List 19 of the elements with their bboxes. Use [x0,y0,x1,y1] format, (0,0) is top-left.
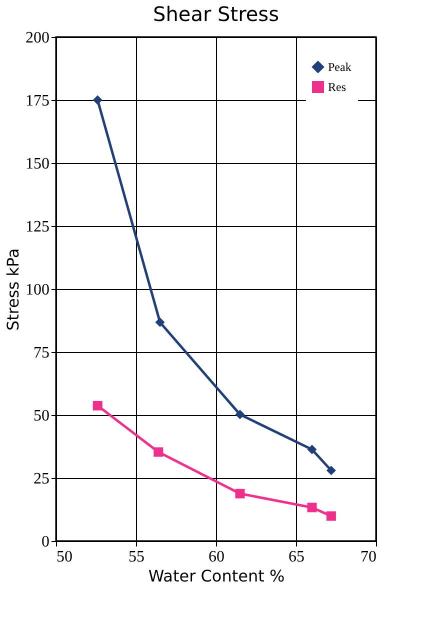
y-tick-label: 200 [26,30,50,46]
x-axis-title: Water Content % [148,566,285,586]
x-tick-label: 65 [288,548,304,566]
x-tick-label: 50 [56,548,72,566]
legend-label: Res [328,80,346,94]
y-tick-label: 175 [26,92,50,110]
y-tick-label: 125 [26,218,50,236]
legend-label: Peak [328,60,352,74]
y-tick-label: 150 [26,156,50,172]
y-tick-label: 0 [42,534,50,550]
y-tick-label: 25 [34,470,50,488]
x-tick-label: 55 [128,548,144,566]
y-tick-label: 100 [26,282,50,298]
x-tick-label: 60 [208,548,224,566]
x-tick-label: 70 [360,548,376,566]
chart-title: Shear Stress [153,2,279,26]
y-tick-label: 75 [34,344,50,362]
y-tick-label: 50 [34,408,50,424]
y-axis-title: Stress kPa [4,248,22,331]
